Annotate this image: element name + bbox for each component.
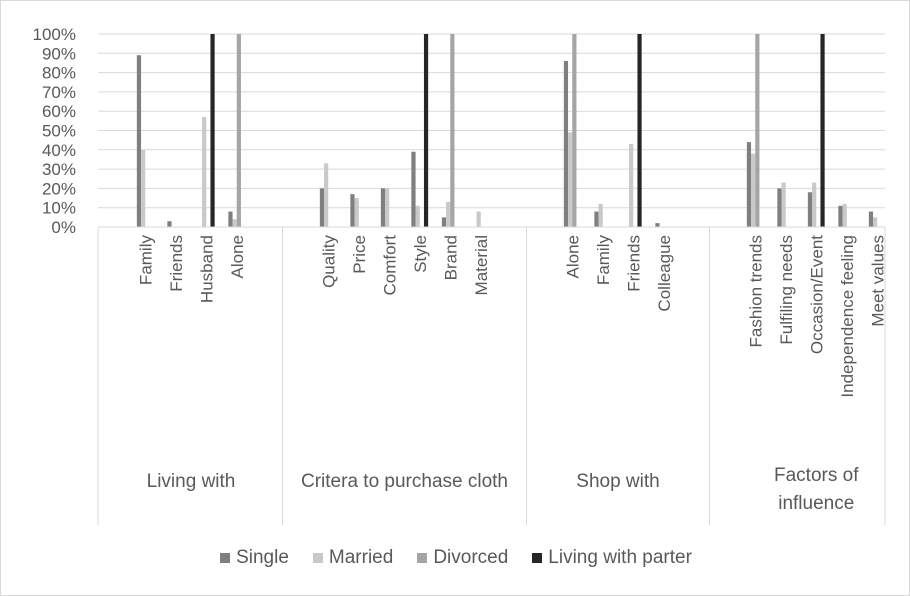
category-label: Fashion trends [746,235,765,347]
group-label: Critera to purchase cloth [301,471,508,492]
bar-single [655,223,660,227]
legend-label: Married [328,547,394,568]
bar-married [324,163,329,227]
y-tick-label: 100% [33,25,76,44]
category-label: Meet values [868,235,887,327]
legend-swatch [220,553,231,563]
bar-married [415,205,420,227]
bar-married [842,203,847,227]
category-label: Alone [228,235,247,278]
bar-married [629,144,634,227]
category-label: Husband [197,235,216,303]
bar-living-with-parter [637,34,642,227]
legend-swatch [417,553,428,563]
bar-married [598,203,603,227]
category-label: Colleague [655,235,674,312]
category-label: Style [411,235,430,273]
bar-married [354,198,359,227]
bar-single [594,211,599,227]
bar-living-with-parter [820,34,825,227]
bar-single [746,142,752,227]
legend-label: Living with parter [548,547,692,568]
bar-married [812,182,817,227]
category-label: Alone [563,235,582,278]
bar-single [777,188,782,227]
y-tick-label: 0% [51,218,76,237]
bar-divorced [755,34,760,227]
bar-single [411,151,416,227]
category-label: Occasion/Event [807,235,826,354]
legend: Single Married Divorced Living with parter [1,547,910,569]
category-label: Quality [319,235,338,288]
category-label: Brand [441,235,460,280]
group-label: Factors of [774,465,859,486]
category-label: Friends [167,235,186,292]
bar-married [781,182,786,227]
y-tick-label: 30% [42,160,76,179]
bar-single [136,55,142,228]
legend-item: Living with parter [532,547,692,569]
bar-chart: 0%10%20%30%40%50%60%70%80%90%100% Family F… [33,25,887,525]
bar-married [446,201,451,227]
bar-single [838,205,843,227]
bar-single [380,188,386,227]
bar-single [167,221,172,227]
bar-single [807,192,813,227]
group-label: Shop with [576,471,659,492]
y-tick-label: 50% [42,122,76,141]
bar-married [202,116,207,227]
legend-label: Divorced [433,547,509,568]
bar-living-with-parter [423,34,429,227]
bar-married [232,219,237,227]
legend-swatch [532,553,543,563]
bar-single [563,61,569,227]
category-label: Family [136,235,155,286]
legend-item: Divorced [417,547,508,569]
bar-divorced [236,34,241,227]
y-tick-label: 10% [42,199,76,218]
bar-living-with-parter [210,34,215,227]
y-tick-label: 40% [42,141,76,160]
bar-divorced [572,34,577,227]
bar-married [873,217,878,227]
category-label: Family [594,235,613,286]
bar-married [476,211,481,227]
group-label: influence [778,493,854,514]
y-tick-label: 80% [42,64,76,83]
category-label: Material [472,235,491,295]
y-tick-label: 20% [42,179,76,198]
category-label: Fulfiling needs [777,235,796,345]
legend-label: Single [236,547,289,568]
legend-item: Married [312,547,394,569]
legend-swatch [312,553,323,563]
legend-item: Single [220,547,289,569]
y-tick-label: 70% [42,83,76,102]
bar-single [868,211,874,227]
y-tick-label: 90% [42,44,76,63]
bar-married [568,132,573,227]
category-label: Price [350,235,369,274]
y-tick-label: 60% [42,102,76,121]
bar-married [385,188,390,227]
category-label: Independence feeling [838,235,857,398]
bar-single [441,217,447,227]
bar-married [141,149,146,227]
group-label: Living with [147,471,236,492]
bar-single [319,188,325,227]
bar-married [751,153,756,227]
bar-single [350,194,355,227]
category-label: Friends [624,235,643,292]
bar-divorced [450,34,455,227]
category-label: Comfort [380,235,399,296]
bar-single [228,211,233,227]
